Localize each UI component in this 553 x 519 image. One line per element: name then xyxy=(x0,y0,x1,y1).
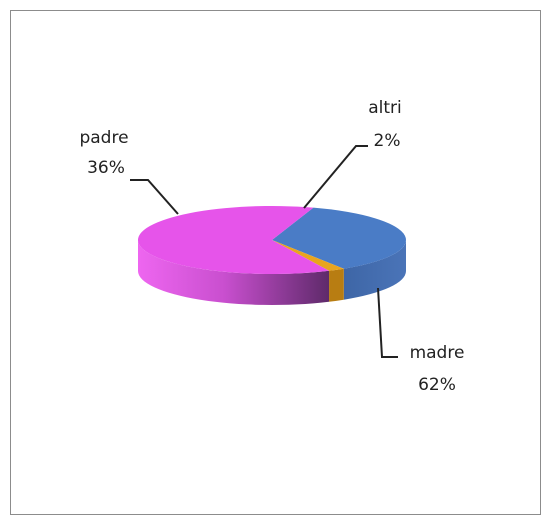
label-altri-percent: 2% xyxy=(374,131,401,151)
label-madre-name: madre xyxy=(410,343,465,363)
slice-side-padre xyxy=(343,240,406,300)
slice-padre xyxy=(272,207,406,269)
slice-madre xyxy=(138,206,330,274)
label-padre-percent: 36% xyxy=(87,158,125,178)
slice-side-altri xyxy=(329,268,344,302)
label-altri-name: altri xyxy=(368,98,402,118)
leader-line-altri xyxy=(303,145,368,209)
slice-altri xyxy=(272,240,344,271)
leader-line-padre xyxy=(130,179,179,215)
slice-side-madre xyxy=(138,240,330,306)
label-madre-percent: 62% xyxy=(418,375,456,395)
leader-line-madre xyxy=(377,287,398,358)
label-padre-name: padre xyxy=(79,128,128,148)
